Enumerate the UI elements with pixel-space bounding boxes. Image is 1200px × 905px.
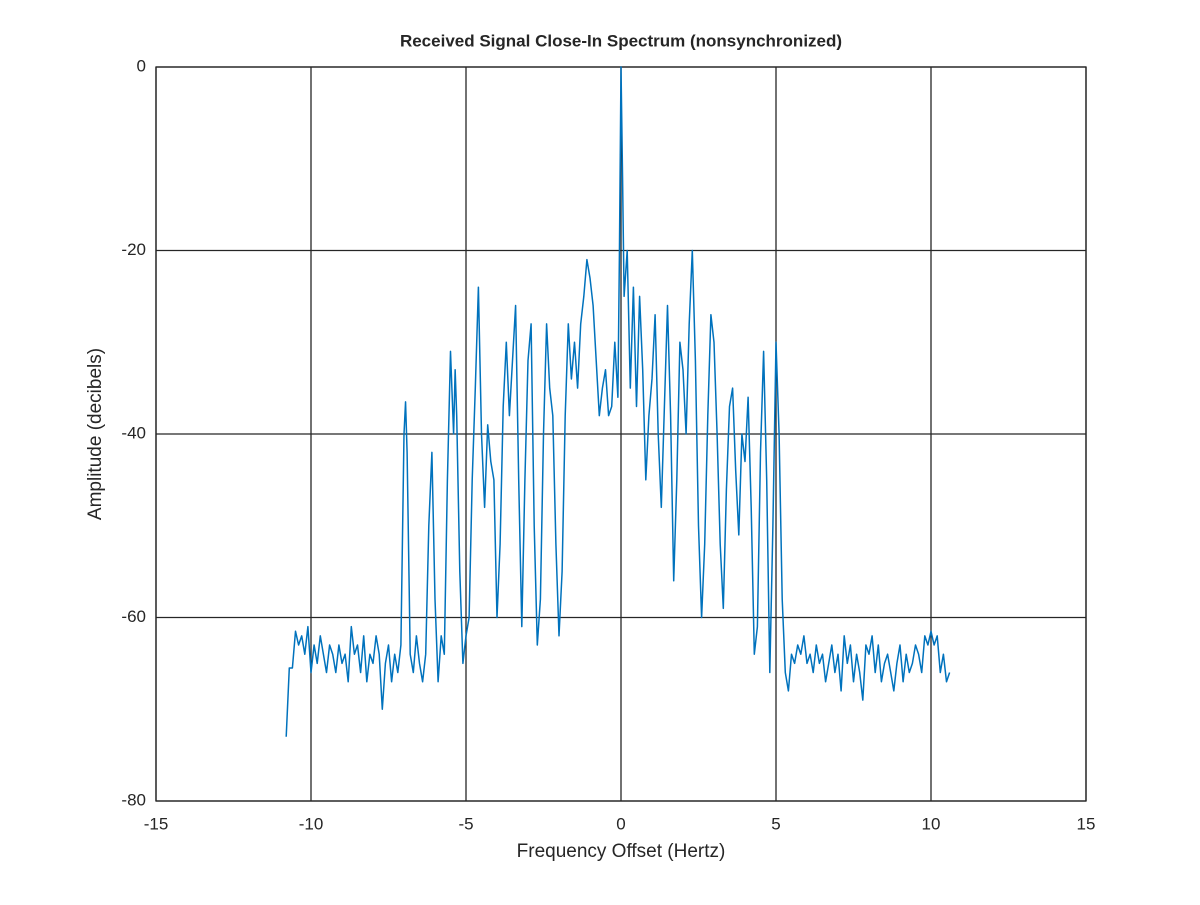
x-tick-label: -5: [458, 814, 473, 833]
y-tick-label: -20: [121, 240, 146, 259]
x-tick-label: 10: [922, 814, 941, 833]
x-axis-label: Frequency Offset (Hertz): [517, 841, 726, 862]
x-tick-label: -10: [299, 814, 324, 833]
y-tick-label: -80: [121, 790, 146, 809]
y-tick-label: -60: [121, 607, 146, 626]
x-tick-label: -15: [144, 814, 169, 833]
x-tick-label: 5: [771, 814, 780, 833]
x-tick-label: 15: [1077, 814, 1096, 833]
chart-title: Received Signal Close-In Spectrum (nonsy…: [400, 31, 842, 50]
y-tick-label: 0: [137, 56, 146, 75]
data-line: [285, 66, 951, 737]
x-tick-label: 0: [616, 814, 625, 833]
y-axis-label: Amplitude (decibels): [85, 348, 106, 520]
y-tick-label: -40: [121, 423, 146, 442]
